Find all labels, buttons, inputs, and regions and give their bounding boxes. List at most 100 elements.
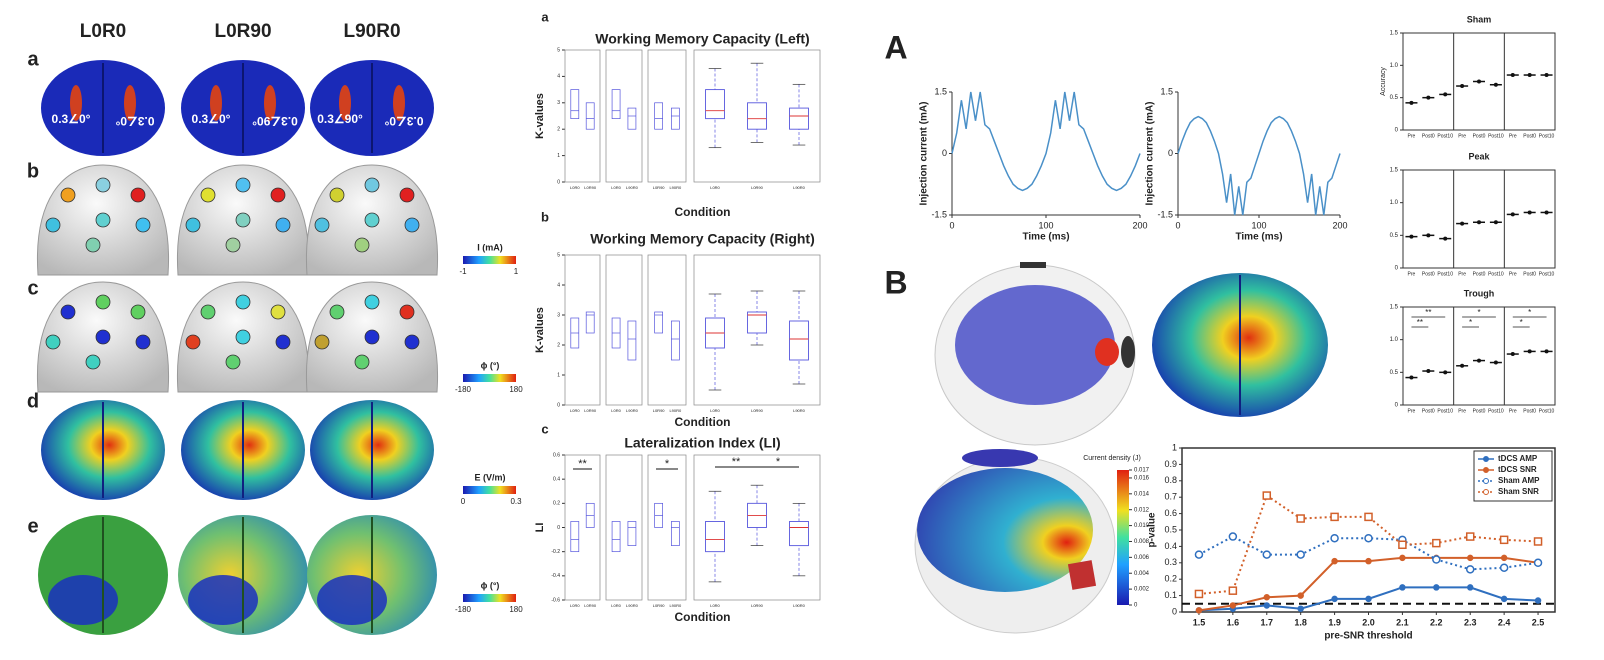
x-tick-label: L0R0 (710, 408, 720, 413)
y-tick-label: 1.5 (1390, 305, 1399, 311)
subplot-frame (605, 49, 643, 183)
y-tick-label: 0.5 (1390, 233, 1399, 239)
colorbar-tick-label: 0.006 (1134, 555, 1150, 561)
row-letter: d (27, 390, 39, 412)
x-tick-label: 2.3 (1464, 617, 1477, 627)
dot (1544, 73, 1549, 78)
subplot-frame (693, 49, 821, 183)
box (789, 521, 809, 547)
x-tick-label: L0R0 (570, 185, 580, 190)
electrode (130, 187, 146, 203)
x-tick-label: 1.8 (1294, 617, 1307, 627)
x-tick-label: L0R90 (653, 408, 666, 413)
dot (1409, 234, 1414, 239)
x-tick-label: Post10 (1437, 133, 1453, 139)
box (747, 311, 767, 334)
x-tick-label: L0R0 (570, 603, 580, 608)
dot (1477, 79, 1481, 84)
box (705, 521, 725, 553)
box (789, 107, 809, 130)
marker (1195, 607, 1203, 614)
axis-label: Condition (675, 415, 731, 429)
colorbar (463, 256, 516, 264)
y-tick-label: 0 (557, 525, 560, 531)
x-tick-label: 0 (1175, 220, 1180, 230)
y-tick-label: 1 (557, 372, 560, 378)
subplot-frame (564, 254, 601, 406)
stim-spot (70, 85, 82, 121)
box (671, 320, 680, 361)
marker (1297, 592, 1304, 599)
x-tick-label: 1.6 (1227, 617, 1240, 627)
marker (1297, 605, 1304, 612)
marker (1399, 554, 1406, 562)
panel-letter: c (541, 421, 548, 436)
y-tick-label: 0.2 (1164, 574, 1177, 584)
y-tick-label: 0.7 (1164, 492, 1177, 502)
colorbar-tick-label: 0.004 (1134, 571, 1150, 577)
colorbar-label: E (V/m) (474, 472, 505, 482)
x-tick-label: L0R90 (584, 185, 597, 190)
y-tick-label: 0.3 (1164, 557, 1177, 567)
x-tick-label: Post10 (1488, 271, 1504, 277)
y-tick-label: 1 (1172, 442, 1177, 452)
phasor-label: 0.3∠0° (384, 114, 423, 128)
column-header: L0R90 (214, 21, 271, 42)
row-letter: c (27, 277, 38, 299)
box (671, 107, 680, 130)
y-tick-label: 3 (557, 100, 560, 106)
electrode (60, 187, 76, 203)
y-tick-label: 0 (1168, 148, 1173, 158)
dot (1409, 375, 1414, 380)
dot (1443, 236, 1448, 241)
colorbar (463, 374, 516, 382)
x-tick-label: Post10 (1539, 408, 1555, 414)
electrode (235, 177, 251, 193)
plot-frame (1402, 169, 1556, 269)
legend-swatch (1483, 478, 1489, 484)
x-tick-label: Post0 (1523, 271, 1536, 277)
x-tick-label: L90R0 (626, 408, 639, 413)
brain-region (317, 575, 387, 625)
y-tick-label: 0 (942, 148, 947, 158)
marker (1466, 554, 1474, 562)
marker (1365, 557, 1372, 565)
y-tick-label: 4 (557, 282, 560, 288)
axis-label: Condition (675, 610, 731, 624)
colorbar (1117, 470, 1129, 605)
marker (1398, 540, 1407, 550)
colorbar-tick-label: 0.017 (1134, 468, 1150, 474)
y-tick-label: -0.2 (551, 549, 560, 555)
axis-label: Injection current (mA) (1145, 102, 1156, 206)
x-tick-label: L90R0 (669, 408, 682, 413)
y-tick-label: 1.5 (1390, 168, 1399, 174)
x-tick-label: L0R0 (710, 603, 720, 608)
electrode (314, 334, 330, 350)
chart-title: Trough (1464, 288, 1495, 298)
axis-label: K-values (534, 93, 546, 139)
significance-label: * (1520, 318, 1523, 327)
dot (1426, 369, 1431, 374)
colorbar-tick: 180 (509, 385, 523, 394)
x-tick-label: Pre (1458, 271, 1466, 277)
electrode (185, 334, 201, 350)
x-tick-label: 200 (1132, 220, 1147, 230)
x-tick-label: Post0 (1473, 271, 1486, 277)
box (789, 320, 809, 361)
box (611, 89, 621, 119)
y-tick-label: 0.1 (1164, 590, 1177, 600)
marker (1194, 550, 1204, 559)
x-tick-label: 100 (1038, 220, 1053, 230)
x-tick-label: L0R0 (611, 408, 621, 413)
x-tick-label: L0R0 (611, 603, 621, 608)
panel-letter: A (884, 29, 907, 65)
dot (1493, 360, 1498, 365)
brain-hotspot (1095, 338, 1119, 366)
dot (1426, 95, 1431, 100)
legend-swatch (1483, 489, 1489, 495)
electrode-pad (1067, 560, 1097, 590)
colorbar-label: ϕ (°) (481, 360, 500, 370)
chart-title: Working Memory Capacity (Left) (595, 31, 809, 47)
electrode-pad (962, 449, 1038, 467)
axis-label: Injection current (mA) (919, 102, 930, 206)
